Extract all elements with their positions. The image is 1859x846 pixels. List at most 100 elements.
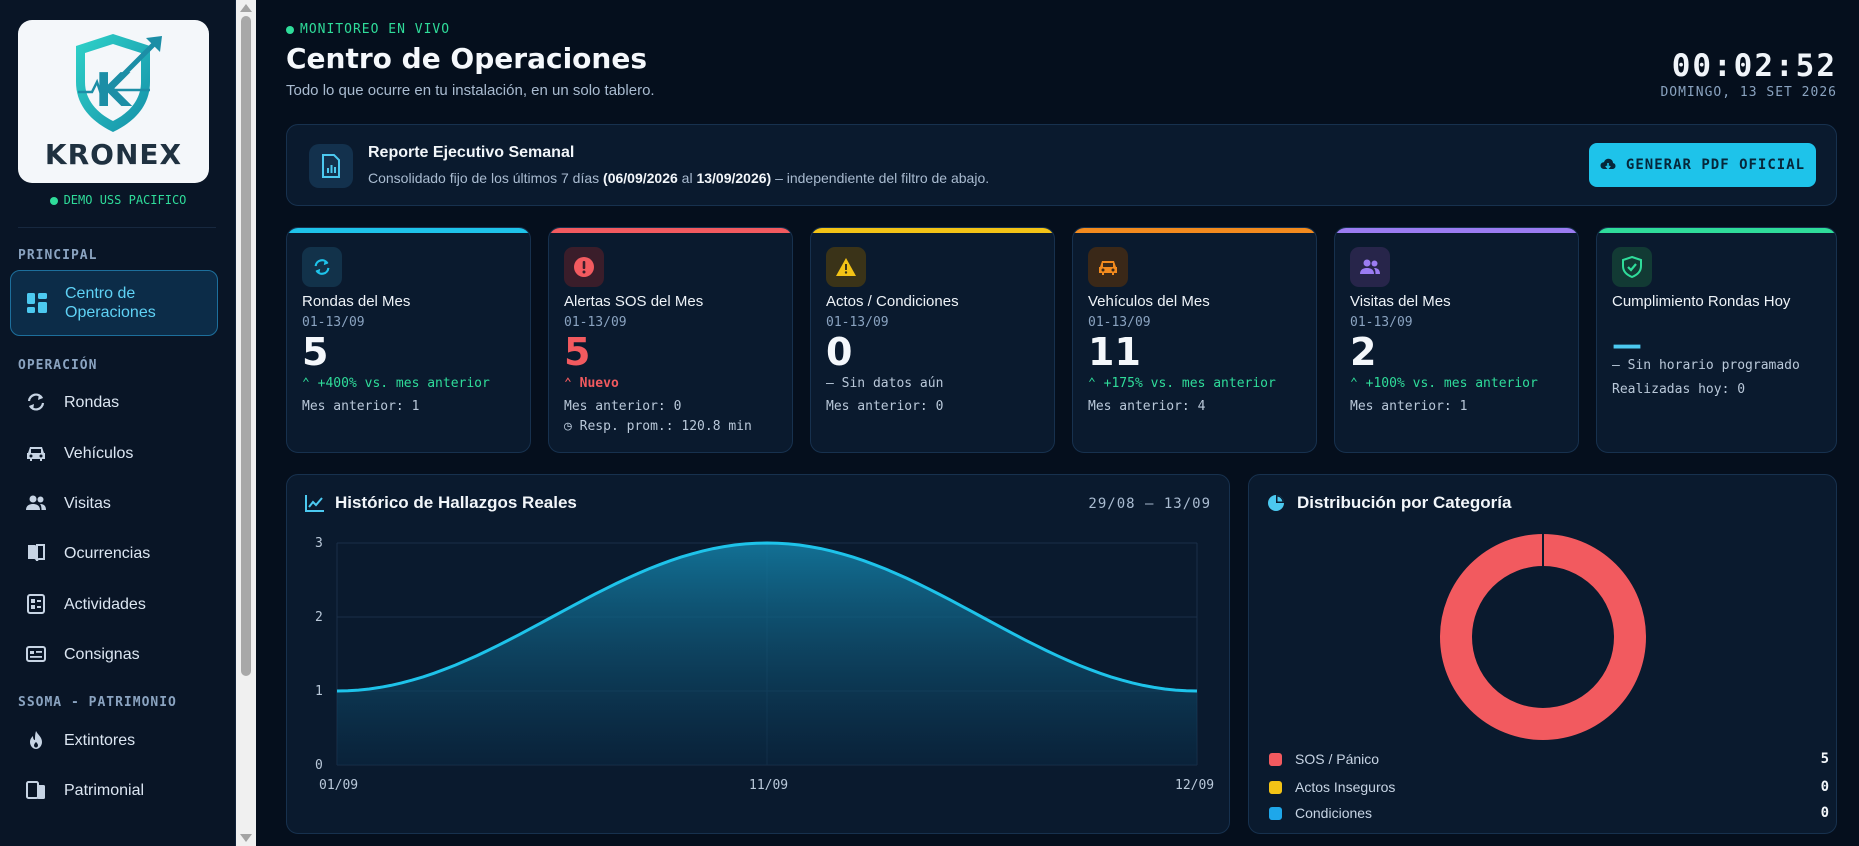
section-principal: PRINCIPAL — [18, 248, 98, 263]
sidebar-item-vehiculos[interactable]: Vehículos — [10, 431, 218, 475]
kpi-trend: ⌃ +175% vs. mes anterior — [1088, 376, 1276, 391]
kpi-title: Visitas del Mes — [1350, 293, 1451, 310]
kpi-previous: Realizadas hoy: 0 — [1612, 382, 1746, 397]
kpi-card-actos[interactable]: Actos / Condiciones 01-13/09 0 – Sin dat… — [810, 227, 1055, 453]
refresh-icon — [24, 390, 48, 414]
distribution-panel: Distribución por Categoría SOS / Pánico 5… — [1248, 474, 1837, 834]
kpi-title: Rondas del Mes — [302, 293, 411, 310]
sidebar-item-label: Patrimonial — [64, 781, 145, 799]
cloud-download-icon — [1600, 158, 1616, 172]
kpi-card-rondas[interactable]: Rondas del Mes 01-13/09 5 ⌃ +400% vs. me… — [286, 227, 531, 453]
history-chart-panel: Histórico de Hallazgos Reales 29/08 – 13… — [286, 474, 1230, 834]
sidebar-item-label: Ocurrencias — [64, 544, 151, 562]
x-tick-label: 11/09 — [749, 778, 788, 793]
kpi-card-sos[interactable]: Alertas SOS del Mes 01-13/09 5 ⌃ Nuevo M… — [548, 227, 793, 453]
area-chart[interactable]: 0 1 2 3 01/09 11/09 12/09 — [287, 525, 1231, 825]
kpi-card-cumplimiento[interactable]: Cumplimiento Rondas Hoy — – Sin horario … — [1596, 227, 1837, 453]
sidebar-item-label: Consignas — [64, 645, 140, 663]
flame-icon — [24, 728, 48, 752]
kpi-accent — [1597, 228, 1836, 233]
sidebar-scrollbar[interactable] — [236, 0, 256, 846]
alert-icon — [564, 247, 604, 287]
kpi-trend: – Sin datos aún — [826, 376, 944, 391]
line-chart-icon — [305, 494, 325, 517]
sidebar-item-visitas[interactable]: Visitas — [10, 481, 218, 525]
brand-logo[interactable]: K KRONEX — [18, 20, 209, 183]
live-dot-icon — [286, 25, 294, 34]
sidebar-item-label: Visitas — [64, 494, 111, 512]
sidebar-item-extintores[interactable]: Extintores — [10, 718, 218, 762]
section-operacion: OPERACIÓN — [18, 358, 98, 373]
history-chart-title: Histórico de Hallazgos Reales — [335, 493, 577, 512]
kpi-card-visitas[interactable]: Visitas del Mes 01-13/09 2 ⌃ +100% vs. m… — [1334, 227, 1579, 453]
section-ssoma: SSOMA - PATRIMONIO — [18, 695, 177, 710]
x-tick-label: 12/09 — [1175, 778, 1214, 793]
sidebar: K KRONEX DEMO USS PACIFICO PRINCIPAL Cen… — [0, 0, 236, 846]
live-indicator: MONITOREO EN VIVO — [286, 22, 450, 37]
kpi-accent — [1335, 228, 1578, 233]
legend-item: Condiciones 0 — [1269, 804, 1829, 824]
kpi-accent — [549, 228, 792, 233]
book-icon — [24, 541, 48, 565]
distribution-title: Distribución por Categoría — [1297, 493, 1512, 512]
donut-slice[interactable] — [1440, 534, 1646, 740]
kpi-value: 5 — [564, 330, 591, 374]
sidebar-item-label: Rondas — [64, 393, 120, 411]
y-tick-label: 2 — [315, 610, 323, 625]
report-title: Reporte Ejecutivo Semanal — [368, 144, 575, 161]
kpi-accent — [287, 228, 530, 233]
kpi-accent — [1073, 228, 1316, 233]
date: DOMINGO, 13 SET 2026 — [1660, 85, 1837, 100]
kpi-value: 5 — [302, 330, 329, 374]
sidebar-item-consignas[interactable]: Consignas — [10, 632, 218, 676]
page-subtitle: Todo lo que ocurre en tu instalación, en… — [286, 82, 655, 99]
refresh-icon — [302, 247, 342, 287]
kpi-period: 01-13/09 — [826, 315, 889, 330]
pie-chart-icon — [1267, 494, 1285, 517]
sidebar-item-centro-operaciones[interactable]: Centro de Operaciones — [10, 270, 218, 336]
kpi-previous: Mes anterior: 1 — [1350, 399, 1468, 414]
legend-item: Actos Inseguros 0 — [1269, 778, 1829, 798]
shield-check-icon — [1612, 247, 1652, 287]
users-icon — [1350, 247, 1390, 287]
card-icon — [24, 642, 48, 666]
brand-name: KRONEX — [44, 138, 183, 171]
kpi-trend: ⌃ +100% vs. mes anterior — [1350, 376, 1538, 391]
history-date-range: 29/08 – 13/09 — [1088, 496, 1211, 512]
kpi-response-time: ◷ Resp. prom.: 120.8 min — [564, 419, 752, 434]
sidebar-item-ocurrencias[interactable]: Ocurrencias — [10, 531, 218, 575]
sidebar-item-actividades[interactable]: Actividades — [10, 582, 218, 626]
generate-pdf-button[interactable]: GENERAR PDF OFICIAL — [1589, 143, 1816, 187]
kpi-title: Vehículos del Mes — [1088, 293, 1210, 310]
donut-chart[interactable] — [1249, 525, 1838, 755]
sidebar-item-patrimonial[interactable]: Patrimonial — [10, 768, 218, 812]
car-icon — [1088, 247, 1128, 287]
kpi-title: Alertas SOS del Mes — [564, 293, 704, 310]
kpi-title: Cumplimiento Rondas Hoy — [1612, 293, 1791, 310]
warning-icon — [826, 247, 866, 287]
main-content: MONITOREO EN VIVO Centro de Operaciones … — [256, 0, 1859, 846]
y-tick-label: 1 — [315, 684, 323, 699]
weekly-report-banner: Reporte Ejecutivo Semanal Consolidado fi… — [286, 124, 1837, 206]
kpi-card-vehiculos[interactable]: Vehículos del Mes 01-13/09 11 ⌃ +175% vs… — [1072, 227, 1317, 453]
kpi-previous: Mes anterior: 1 — [302, 399, 420, 414]
kpi-period: 01-13/09 — [1088, 315, 1151, 330]
sidebar-item-rondas[interactable]: Rondas — [10, 380, 218, 424]
kpi-previous: Mes anterior: 4 — [1088, 399, 1206, 414]
sidebar-item-label: Vehículos — [64, 444, 134, 462]
kpi-value: 11 — [1088, 330, 1141, 374]
scroll-thumb[interactable] — [241, 16, 251, 676]
scroll-up-icon[interactable] — [240, 4, 252, 12]
sidebar-item-label: Centro de Operaciones — [65, 285, 156, 321]
shield-logo-icon: K — [76, 34, 162, 132]
legend-swatch — [1269, 807, 1282, 820]
kpi-previous: Mes anterior: 0 — [564, 399, 682, 414]
status-dot-icon — [49, 196, 58, 205]
car-icon — [24, 441, 48, 465]
kpi-value: 0 — [826, 330, 853, 374]
devices-icon — [24, 778, 48, 802]
scroll-down-icon[interactable] — [240, 834, 252, 842]
series-line — [336, 541, 1198, 693]
kpi-period: 01-13/09 — [1350, 315, 1413, 330]
users-icon — [24, 491, 48, 515]
